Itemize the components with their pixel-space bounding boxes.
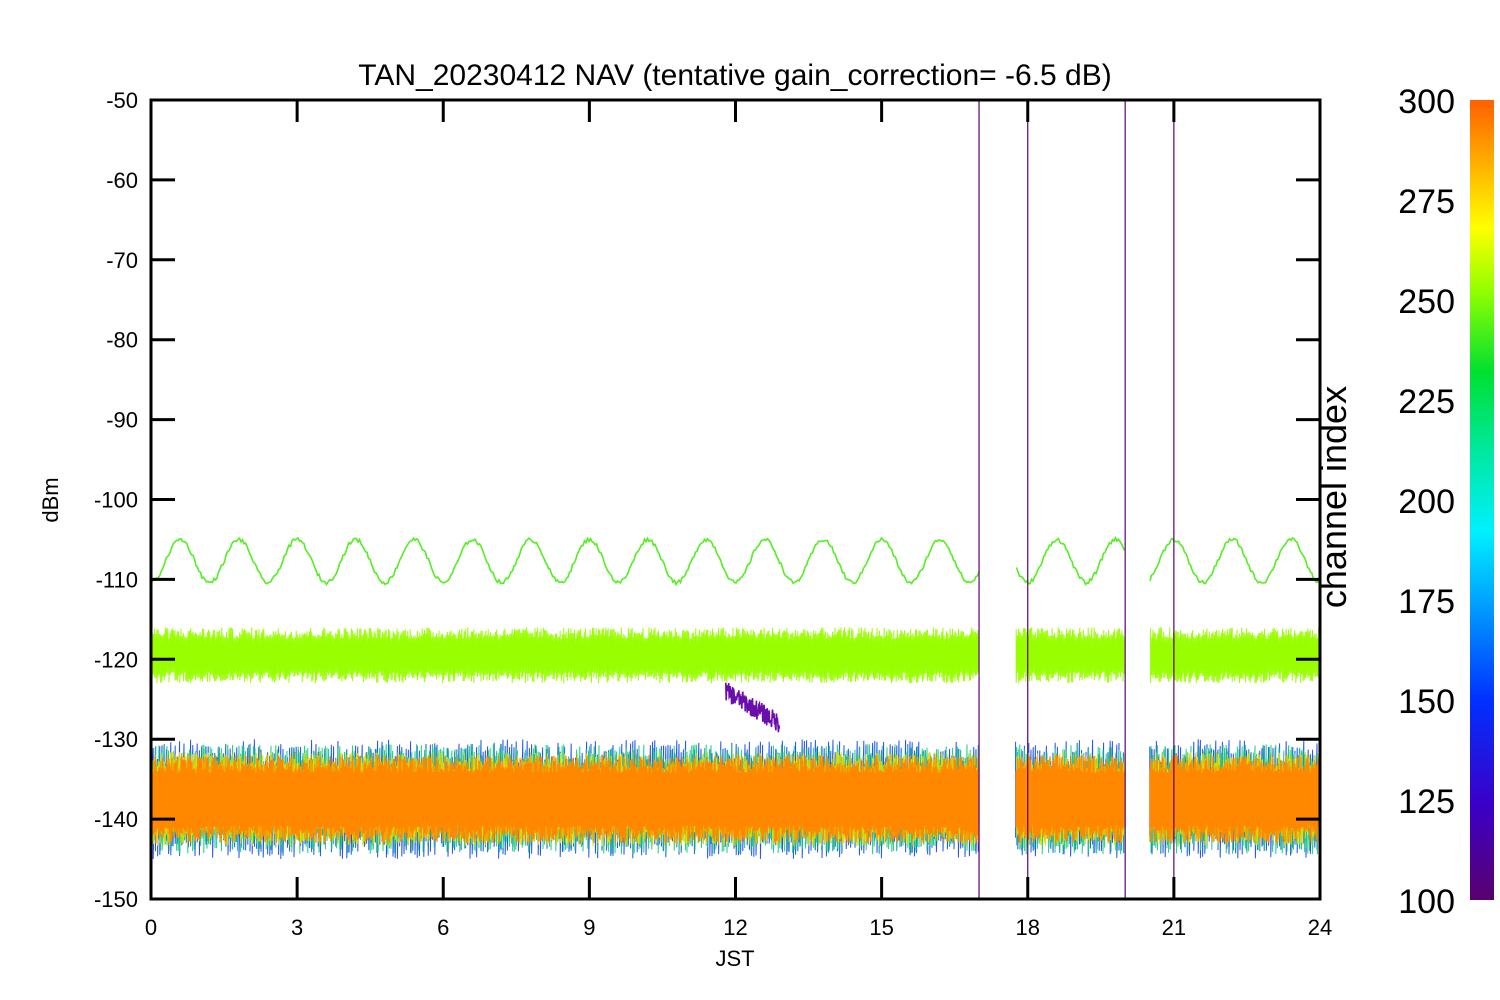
colorbar-tick-label: 125 xyxy=(1398,783,1455,821)
x-tick-label: 12 xyxy=(723,915,747,940)
colorbar-tick-label: 275 xyxy=(1398,183,1455,221)
y-tick-label: -140 xyxy=(94,807,138,832)
y-tick-label: -70 xyxy=(106,248,138,273)
series-event xyxy=(725,682,781,733)
y-tick-label: -150 xyxy=(94,887,138,912)
y-tick-label: -50 xyxy=(106,88,138,113)
colorbar-tick-label: 225 xyxy=(1398,383,1455,421)
x-tick-label: 6 xyxy=(437,915,449,940)
y-tick-label: -100 xyxy=(94,488,138,513)
colorbar-tick-label: 300 xyxy=(1398,83,1455,121)
x-tick-label: 0 xyxy=(145,915,157,940)
y-tick-label: -80 xyxy=(106,328,138,353)
colorbar-tick-label: 200 xyxy=(1398,483,1455,521)
colorbar-tick-label: 175 xyxy=(1398,583,1455,621)
x-tick-label: 24 xyxy=(1308,915,1332,940)
colorbar-tick-label: 150 xyxy=(1398,683,1455,721)
series-sinusoid xyxy=(151,535,1320,587)
colorbar-tick-label: 250 xyxy=(1398,283,1455,321)
chart-title: TAN_20230412 NAV (tentative gain_correct… xyxy=(358,59,1112,92)
x-axis-title: JST xyxy=(715,946,754,971)
colorbar xyxy=(1470,100,1494,900)
plot-area xyxy=(151,100,1320,899)
x-tick-label: 9 xyxy=(583,915,595,940)
colorbar-ticks: 300 275 250 225 200 175 150 125 100 xyxy=(1398,83,1455,921)
y-tick-label: -130 xyxy=(94,727,138,752)
colorbar-tick-label: 100 xyxy=(1398,883,1455,921)
colorbar-title: channel index xyxy=(1313,386,1354,608)
plot-frame xyxy=(149,98,1322,901)
series-band-orange xyxy=(151,755,1320,844)
y-axis-title: dBm xyxy=(38,477,63,522)
x-tick-label: 21 xyxy=(1162,915,1186,940)
x-tick-label: 18 xyxy=(1016,915,1040,940)
y-tick-label: -60 xyxy=(106,168,138,193)
y-tick-label: -110 xyxy=(96,567,138,592)
y-tick-label: -120 xyxy=(94,647,138,672)
series-band-upper xyxy=(151,627,1320,684)
y-tick-label: -90 xyxy=(106,408,138,433)
x-tick-label: 15 xyxy=(869,915,893,940)
x-tick-label: 3 xyxy=(291,915,303,940)
